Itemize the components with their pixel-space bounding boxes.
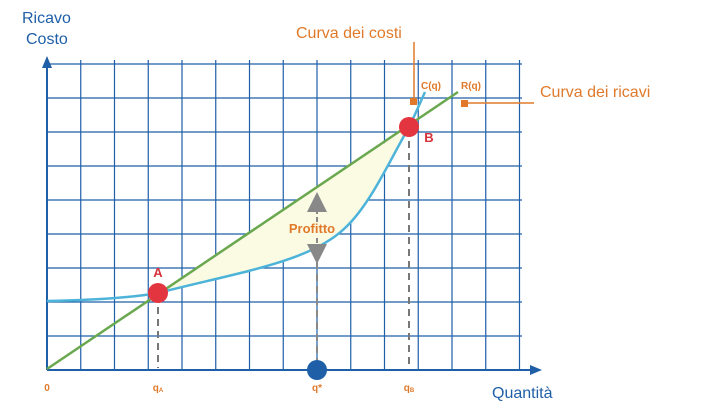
tick-qB: qB [404, 383, 415, 394]
cost-symbol: C(q) [421, 81, 441, 92]
tick-qA: qA [153, 383, 164, 394]
point-A [148, 283, 168, 303]
grid [46, 60, 522, 371]
revenue-callout-marker [461, 100, 468, 107]
y-axis-arrow [42, 56, 52, 68]
revenue-line [46, 90, 459, 371]
x-axis-arrow [530, 365, 542, 375]
cost-curve-title: Curva dei costi [296, 25, 402, 42]
y-axis-label-2: Costo [26, 31, 68, 48]
point-B-label: B [424, 130, 433, 145]
origin-label: 0 [44, 383, 50, 394]
revenue-symbol: R(q) [461, 81, 481, 92]
x-axis-label: Quantità [492, 385, 553, 402]
y-axis-label-1: Ricavo [22, 10, 71, 27]
cost-callout-marker [410, 98, 417, 105]
optimum-point [307, 360, 327, 380]
tick-qstar: q* [312, 383, 322, 394]
profit-label: Profitto [289, 221, 335, 236]
revenue-curve-title: Curva dei ricavi [540, 84, 650, 101]
point-B [399, 117, 419, 137]
point-A-label: A [153, 265, 163, 280]
